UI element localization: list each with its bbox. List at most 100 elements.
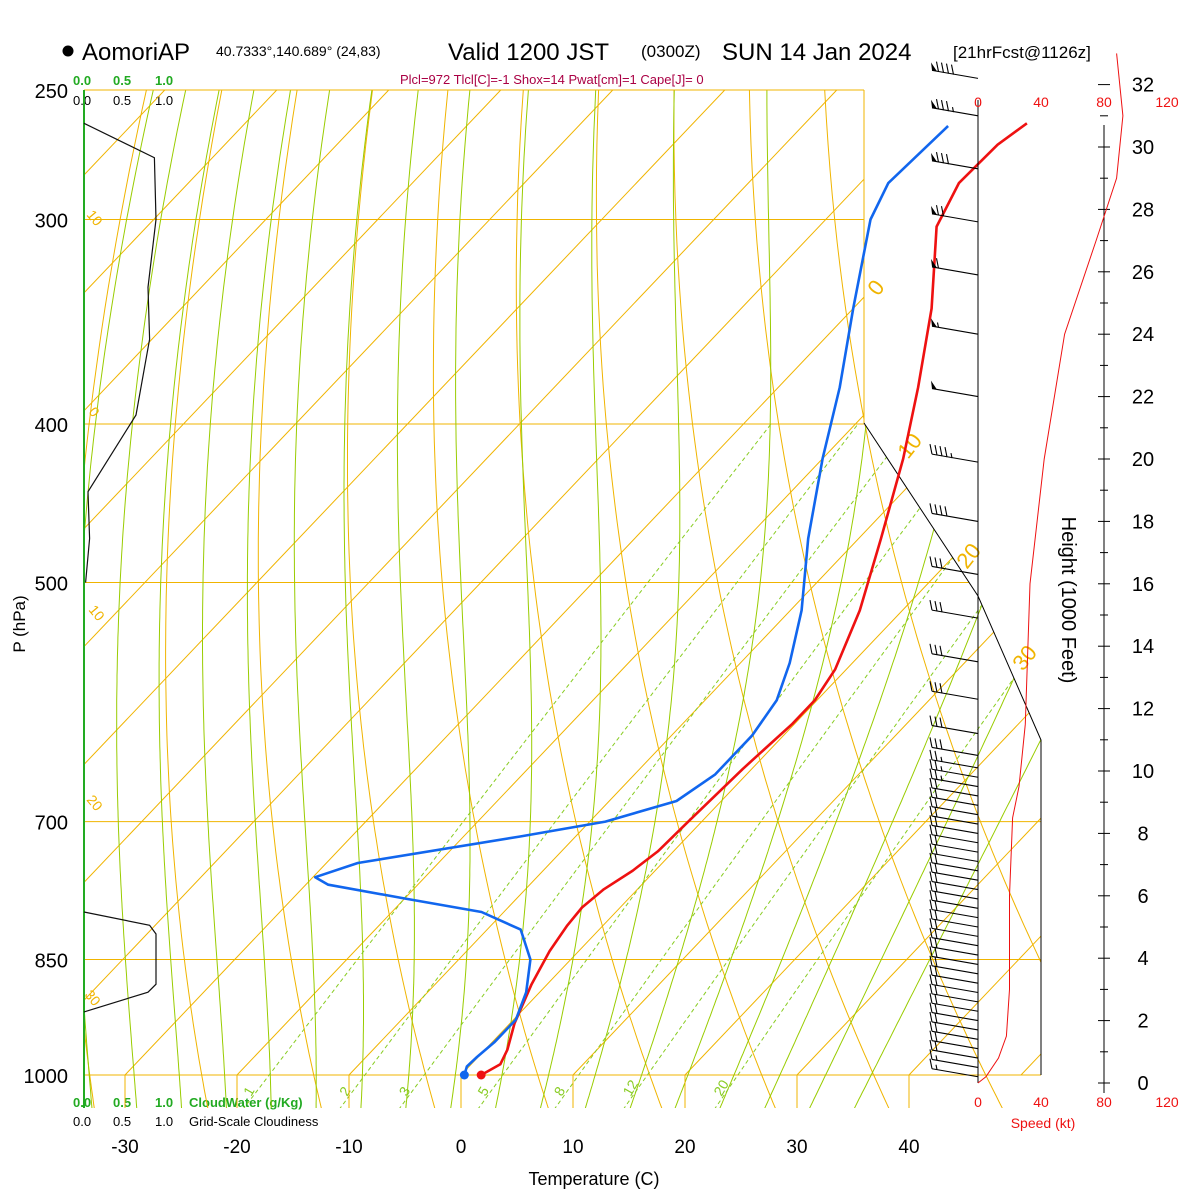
wind-barb-feather [929, 927, 933, 938]
wind-barb-staff [931, 834, 979, 844]
moist-adiabat-line [246, 90, 297, 1108]
wind-barb [929, 1058, 979, 1078]
wind-barb-feather [934, 1003, 938, 1014]
diagram-lines [84, 90, 1041, 1108]
wind-barb [929, 749, 979, 769]
dry-adiabat-line [748, 90, 1004, 1108]
wind-barb-staff [931, 1040, 979, 1050]
wind-barb-staff [931, 881, 979, 891]
wind-barb-feather [934, 891, 938, 902]
cloudwater-top-05: 0.5 [113, 73, 131, 88]
wind-barb-staff [931, 725, 979, 735]
wind-barb-feather [934, 863, 938, 874]
wind-barb-staff [931, 1068, 979, 1078]
forecast-label: [21hrFcst@1126z] [953, 43, 1091, 62]
cloudiness-bottom-0: 0.0 [73, 1114, 91, 1129]
wind-barb-pennant [931, 380, 937, 390]
wind-barb [929, 880, 979, 900]
cloudwater-axis-label: CloudWater (g/Kg) [189, 1095, 303, 1110]
wind-barb-staff [931, 806, 979, 816]
wind-barb [929, 1039, 979, 1059]
wind-barb-staff [931, 565, 979, 575]
moist-adiabat-line [396, 90, 423, 1108]
wind-barb-staff [931, 453, 979, 463]
dry-adiabat-line [595, 90, 777, 1108]
isotherm-line [348, 90, 1041, 1076]
wind-barb [929, 715, 979, 735]
wind-barb-pennant [931, 152, 937, 162]
isotherm-line [684, 90, 1041, 1076]
wind-barb-feather [934, 750, 938, 761]
cloudwater-top-1: 1.0 [155, 73, 173, 88]
cloudiness-top-1: 1.0 [155, 93, 173, 108]
wind-barb [929, 1011, 979, 1031]
wind-barb-feather [945, 154, 950, 165]
isotherm-line [84, 90, 950, 1076]
wind-barb-feather [929, 503, 933, 514]
isotherm-line [460, 90, 1041, 1076]
wind-barb [931, 258, 979, 276]
wind-barb-feather [929, 862, 933, 873]
wind-barb [929, 805, 979, 825]
wind-barb-feather [934, 778, 938, 790]
pressure-tick-label: 700 [35, 813, 68, 835]
wind-barb-staff [931, 1002, 979, 1012]
wind-barb-feather [929, 871, 933, 882]
wind-barb [931, 318, 979, 335]
wind-barb-feather [929, 556, 933, 567]
moist-adiabat-line [158, 90, 226, 1108]
wind-barb [929, 1021, 979, 1040]
x-tick-label: -10 [335, 1137, 362, 1158]
wind-barb-feather [929, 965, 933, 976]
height-axis-title: Height (1000 Feet) [1057, 517, 1079, 684]
wind-barb-feather [935, 258, 940, 269]
wind-barb [929, 444, 979, 463]
wind-barb-staff [931, 160, 979, 170]
wind-barb-staff [931, 871, 979, 881]
wind-barb-staff [931, 1058, 979, 1068]
wind-barb-feather [929, 983, 933, 994]
wind-barb-feather [929, 600, 933, 611]
y-axis-title: P (hPa) [10, 595, 29, 652]
wind-barb-staff [931, 983, 979, 994]
wind-barb-staff [931, 993, 979, 1003]
wind-barb-half-feather [951, 106, 955, 113]
frame-hodo-boundary [863, 422, 1042, 1075]
wind-barb-staff [931, 653, 979, 663]
wind-barb-feather [934, 825, 938, 836]
wind-barb-feather [940, 206, 945, 217]
wind-barb-staff [931, 690, 979, 700]
cloudwater-top-0: 0.0 [73, 73, 91, 88]
wind-barb [931, 205, 979, 223]
height-tick-label: 10 [1132, 761, 1154, 783]
temperature-surface-point [476, 1070, 486, 1080]
mixing-ratio-label: 5 [474, 1084, 492, 1099]
pressure-tick-label: 1000 [24, 1066, 69, 1088]
wind-barb-feather [929, 1049, 933, 1060]
station-marker-icon [62, 45, 74, 57]
wind-barb [929, 737, 979, 756]
wind-barb-feather [929, 834, 933, 845]
height-tick-label: 8 [1137, 823, 1148, 845]
wind-barb-feather [934, 445, 938, 456]
wind-barb-staff [931, 824, 979, 834]
wind-barb-feather [929, 1039, 933, 1051]
wind-barb-staff [931, 69, 979, 79]
wind-barb-staff [931, 609, 979, 619]
wind-barb-staff [931, 388, 979, 398]
wind-barb-feather [929, 787, 933, 798]
height-tick-label: 18 [1132, 511, 1154, 533]
wind-barb-feather [929, 796, 933, 807]
dry-adiabat-line [347, 90, 436, 1108]
wind-barb [929, 983, 979, 1003]
wind-barb [929, 936, 979, 956]
wind-barb [929, 918, 979, 937]
station-coords: 40.7333°,140.689° (24,83) [216, 43, 381, 59]
wind-barb [929, 824, 979, 844]
wind-barb-feather [934, 1040, 938, 1052]
cloudiness-top-05: 0.5 [113, 93, 131, 108]
wind-barb-feather [929, 759, 933, 770]
wind-barb-feather [939, 602, 943, 613]
wind-barb-staff [931, 909, 979, 919]
dry-adiabat-line [673, 90, 890, 1108]
